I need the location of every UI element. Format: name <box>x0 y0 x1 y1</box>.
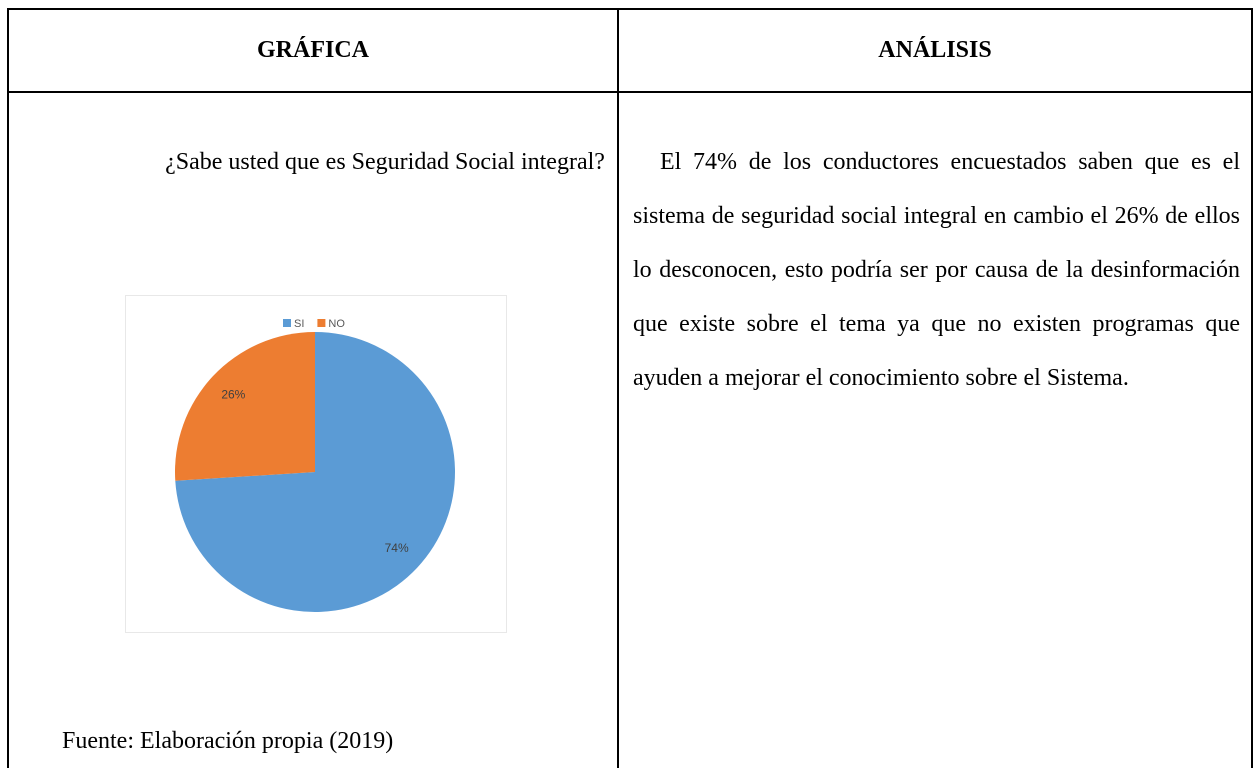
analysis: El 74% de los conductores encuestados sa… <box>633 149 1240 391</box>
legend-swatch <box>317 319 326 327</box>
question: ¿Sabe usted que es Seguridad Social inte… <box>165 149 605 175</box>
pie-slice <box>175 332 456 612</box>
data-label: 74% <box>385 541 409 555</box>
legend-label: SI <box>294 318 304 330</box>
pie-chart: 74% 26% SI NO <box>125 295 507 633</box>
header: GRÁFICA <box>257 37 369 63</box>
legend-swatch <box>283 319 291 327</box>
table-border <box>7 8 9 768</box>
table-border <box>7 8 1253 10</box>
legend-label: NO <box>328 318 345 330</box>
pie-slice <box>175 332 315 481</box>
table-border <box>1251 8 1253 768</box>
header: ANÁLISIS <box>878 37 992 63</box>
table-border <box>617 8 619 768</box>
data-label: 26% <box>221 388 245 402</box>
table-border <box>7 91 1253 93</box>
source: Fuente: Elaboración propia (2019) <box>62 728 394 754</box>
